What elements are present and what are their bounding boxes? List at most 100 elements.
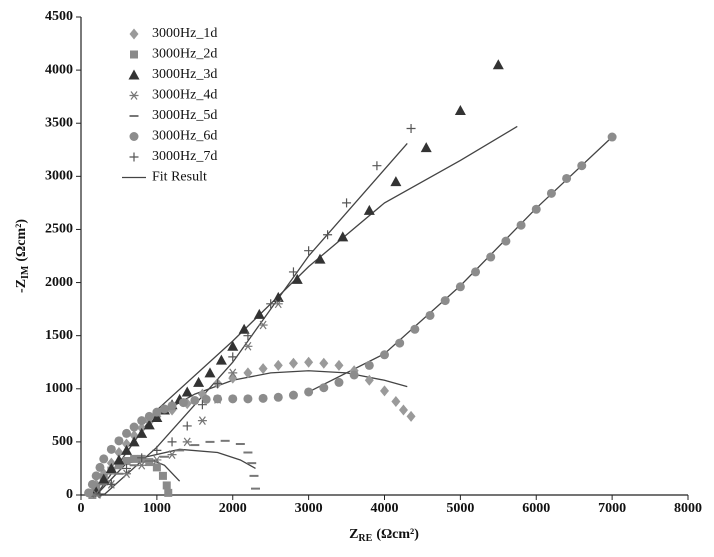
- x-tick-label: 5000: [446, 501, 474, 516]
- data-point: [363, 204, 375, 215]
- legend-marker: [129, 28, 139, 40]
- legend-marker: [129, 152, 139, 162]
- data-point: [455, 282, 465, 292]
- data-point: [406, 124, 416, 134]
- data-point: [106, 479, 116, 489]
- data-point: [114, 447, 124, 459]
- data-point: [114, 436, 124, 446]
- data-point: [243, 341, 253, 351]
- data-point: [84, 488, 94, 498]
- data-point: [288, 357, 298, 369]
- data-point: [215, 354, 227, 365]
- data-point: [531, 204, 541, 214]
- data-point: [122, 428, 132, 438]
- data-point: [272, 291, 284, 302]
- data-point: [122, 463, 132, 473]
- data-point: [197, 400, 207, 410]
- data-point: [273, 359, 283, 371]
- data-point: [129, 430, 139, 442]
- data-point: [213, 394, 223, 404]
- x-tick-label: 7000: [598, 501, 626, 516]
- y-tick-label: 3500: [45, 115, 73, 130]
- legend-marker: [129, 132, 139, 141]
- y-tick-label: 4500: [45, 9, 73, 24]
- data-point: [152, 463, 161, 472]
- data-point: [291, 273, 303, 284]
- data-point: [204, 367, 216, 378]
- data-point: [99, 454, 109, 464]
- data-point: [145, 458, 154, 467]
- data-point: [167, 450, 177, 459]
- data-point: [258, 320, 268, 330]
- data-point: [227, 340, 239, 351]
- data-point: [95, 489, 105, 499]
- y-tick-label: 0: [66, 487, 73, 502]
- data-point: [152, 455, 162, 465]
- data-point: [129, 422, 139, 432]
- data-point: [258, 393, 268, 403]
- data-point: [243, 331, 253, 341]
- data-point: [105, 462, 117, 473]
- data-point: [152, 445, 162, 455]
- data-point: [243, 367, 253, 379]
- data-point: [319, 383, 329, 393]
- data-point: [91, 471, 101, 481]
- data-point: [243, 394, 253, 404]
- legend-label: 3000Hz_4d: [152, 88, 217, 103]
- data-point: [406, 410, 416, 422]
- y-tick-label: 2500: [45, 222, 73, 237]
- data-point: [136, 427, 148, 438]
- data-point: [95, 462, 105, 472]
- x-axis-label: ZRE (Ωcm²): [349, 527, 419, 544]
- data-point: [137, 416, 147, 426]
- data-point: [440, 296, 450, 306]
- x-tick-label: 4000: [371, 501, 399, 516]
- data-point: [228, 352, 238, 362]
- data-point: [197, 416, 207, 426]
- data-point: [228, 394, 238, 404]
- x-tick-label: 3000: [295, 501, 323, 516]
- data-point: [190, 395, 200, 405]
- legend-marker: [129, 91, 139, 100]
- data-point: [334, 377, 344, 387]
- data-point: [334, 359, 344, 371]
- y-label-sub: IM: [20, 265, 31, 279]
- x-tick-label: 0: [78, 501, 85, 516]
- data-point: [144, 411, 154, 421]
- data-point: [607, 132, 617, 142]
- data-point: [178, 398, 188, 408]
- data-point: [391, 396, 401, 408]
- data-point: [162, 481, 171, 490]
- data-point: [364, 360, 374, 370]
- y-tick-label: 4000: [45, 62, 73, 77]
- data-point: [492, 59, 504, 70]
- data-point: [501, 236, 511, 246]
- data-point: [228, 368, 238, 378]
- y-tick-label: 1500: [45, 328, 73, 343]
- data-point: [181, 386, 193, 397]
- data-point: [273, 299, 283, 309]
- fit-line: [141, 448, 256, 470]
- legend-marker: [128, 69, 140, 80]
- data-point: [304, 387, 314, 397]
- legend-label: Fit Result: [152, 170, 207, 185]
- data-point: [122, 457, 131, 466]
- data-point: [390, 176, 402, 187]
- data-point: [266, 299, 276, 309]
- data-point: [380, 385, 389, 397]
- data-point: [342, 198, 352, 208]
- data-point: [253, 308, 265, 319]
- data-point: [273, 392, 283, 402]
- data-point: [288, 390, 298, 400]
- data-point: [395, 338, 405, 348]
- data-point: [398, 404, 408, 416]
- x-tick-label: 6000: [522, 501, 550, 516]
- data-point: [201, 394, 211, 404]
- legend-label: 3000Hz_3d: [152, 67, 217, 82]
- data-point: [158, 471, 167, 480]
- data-point: [410, 324, 420, 334]
- data-point: [546, 188, 556, 198]
- data-point: [106, 444, 116, 454]
- data-point: [137, 460, 147, 470]
